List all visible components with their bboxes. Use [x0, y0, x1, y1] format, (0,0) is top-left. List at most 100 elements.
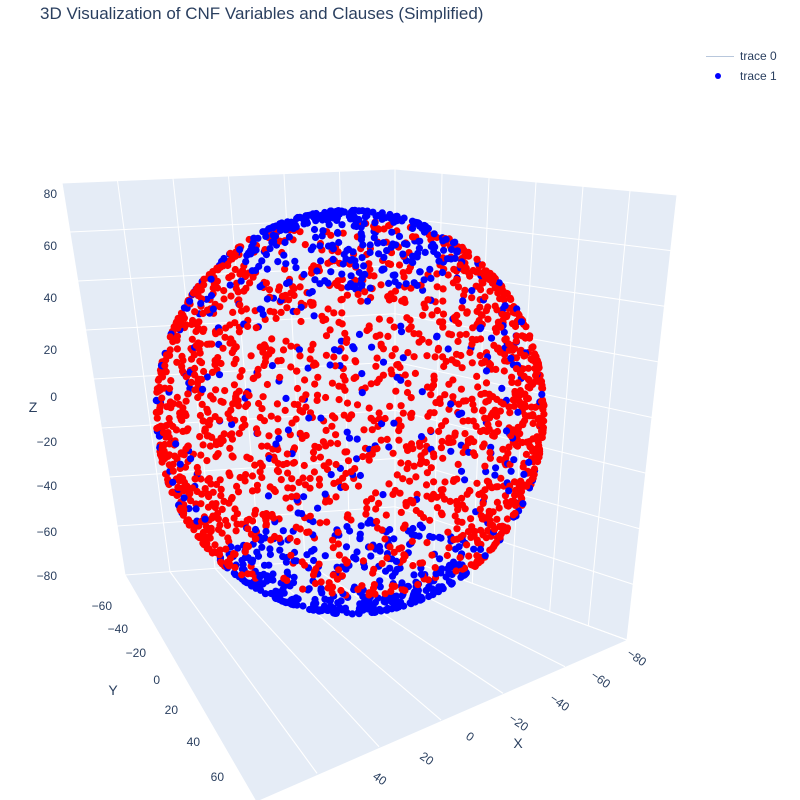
data-point — [232, 527, 240, 535]
data-point — [323, 465, 332, 474]
data-point — [392, 604, 400, 612]
data-point — [477, 511, 485, 520]
data-point — [260, 561, 269, 569]
data-point — [416, 460, 424, 468]
data-point — [383, 435, 391, 443]
data-point — [190, 351, 198, 359]
data-point — [328, 379, 336, 387]
data-point — [365, 404, 373, 412]
data-point — [476, 303, 484, 311]
data-point — [273, 466, 281, 474]
legend-item-trace-1[interactable]: trace 1 — [700, 66, 777, 86]
data-point — [365, 452, 373, 460]
data-point — [444, 345, 452, 353]
data-point — [243, 453, 251, 461]
data-point — [287, 551, 295, 559]
data-point — [452, 567, 460, 575]
legend-item-trace-0[interactable]: trace 0 — [700, 46, 777, 66]
data-point — [481, 414, 489, 422]
data-point — [333, 209, 341, 217]
data-point — [479, 499, 487, 507]
data-point — [534, 415, 542, 423]
data-point — [360, 219, 368, 228]
data-point — [473, 372, 481, 380]
data-point — [169, 460, 177, 468]
data-point — [232, 343, 240, 351]
data-point — [439, 310, 448, 318]
data-point — [268, 362, 276, 370]
data-point — [358, 582, 366, 590]
data-point — [237, 520, 246, 528]
data-point — [398, 585, 406, 593]
data-point — [402, 443, 410, 451]
data-point — [316, 519, 324, 527]
data-point — [222, 324, 230, 332]
data-point — [317, 578, 325, 586]
data-point — [398, 579, 406, 587]
data-point — [245, 391, 253, 400]
data-point — [489, 431, 497, 440]
data-point — [216, 440, 224, 448]
data-point — [325, 596, 333, 605]
data-point — [389, 449, 397, 457]
data-point — [444, 438, 452, 447]
data-point — [272, 440, 280, 448]
data-point — [203, 306, 211, 314]
data-point — [321, 490, 329, 498]
data-point — [426, 265, 434, 273]
data-point — [363, 498, 371, 506]
data-point — [325, 579, 333, 587]
data-point — [520, 470, 528, 478]
data-point — [169, 478, 177, 486]
data-point — [303, 219, 311, 227]
data-point — [244, 542, 253, 551]
data-point — [217, 359, 225, 368]
data-point — [416, 559, 424, 567]
data-point — [322, 351, 330, 359]
data-point — [307, 346, 315, 354]
data-point — [423, 469, 431, 477]
data-point — [438, 437, 446, 446]
data-point — [371, 219, 379, 227]
data-point — [417, 570, 425, 578]
data-point — [352, 262, 360, 270]
data-point — [275, 534, 283, 543]
data-point — [285, 233, 293, 241]
y-tick-label: −20 — [126, 646, 147, 660]
data-point — [371, 590, 379, 598]
data-point — [388, 228, 396, 236]
data-point — [502, 498, 510, 506]
data-point — [454, 506, 462, 514]
data-point — [158, 454, 166, 462]
data-point — [473, 255, 481, 263]
data-point — [222, 545, 230, 553]
data-point — [460, 252, 468, 260]
data-point — [284, 426, 292, 434]
data-point — [154, 376, 162, 384]
data-point — [479, 443, 487, 451]
data-point — [382, 567, 390, 575]
data-point — [211, 541, 219, 549]
data-point — [400, 602, 408, 610]
data-point — [482, 307, 490, 315]
data-point — [318, 232, 326, 240]
data-point — [505, 487, 513, 495]
data-point — [330, 309, 338, 317]
data-point — [506, 409, 514, 417]
data-point — [433, 504, 441, 512]
data-point — [486, 454, 494, 462]
data-point — [196, 349, 204, 357]
data-point — [496, 456, 504, 464]
data-point — [269, 224, 277, 232]
data-point — [529, 419, 537, 428]
data-point — [441, 391, 449, 399]
data-point — [444, 528, 452, 536]
data-point — [301, 376, 309, 384]
data-point — [166, 384, 174, 393]
data-point — [395, 436, 403, 444]
data-point — [335, 347, 343, 355]
data-point — [389, 271, 397, 279]
data-point — [391, 278, 399, 286]
data-point — [419, 311, 427, 319]
